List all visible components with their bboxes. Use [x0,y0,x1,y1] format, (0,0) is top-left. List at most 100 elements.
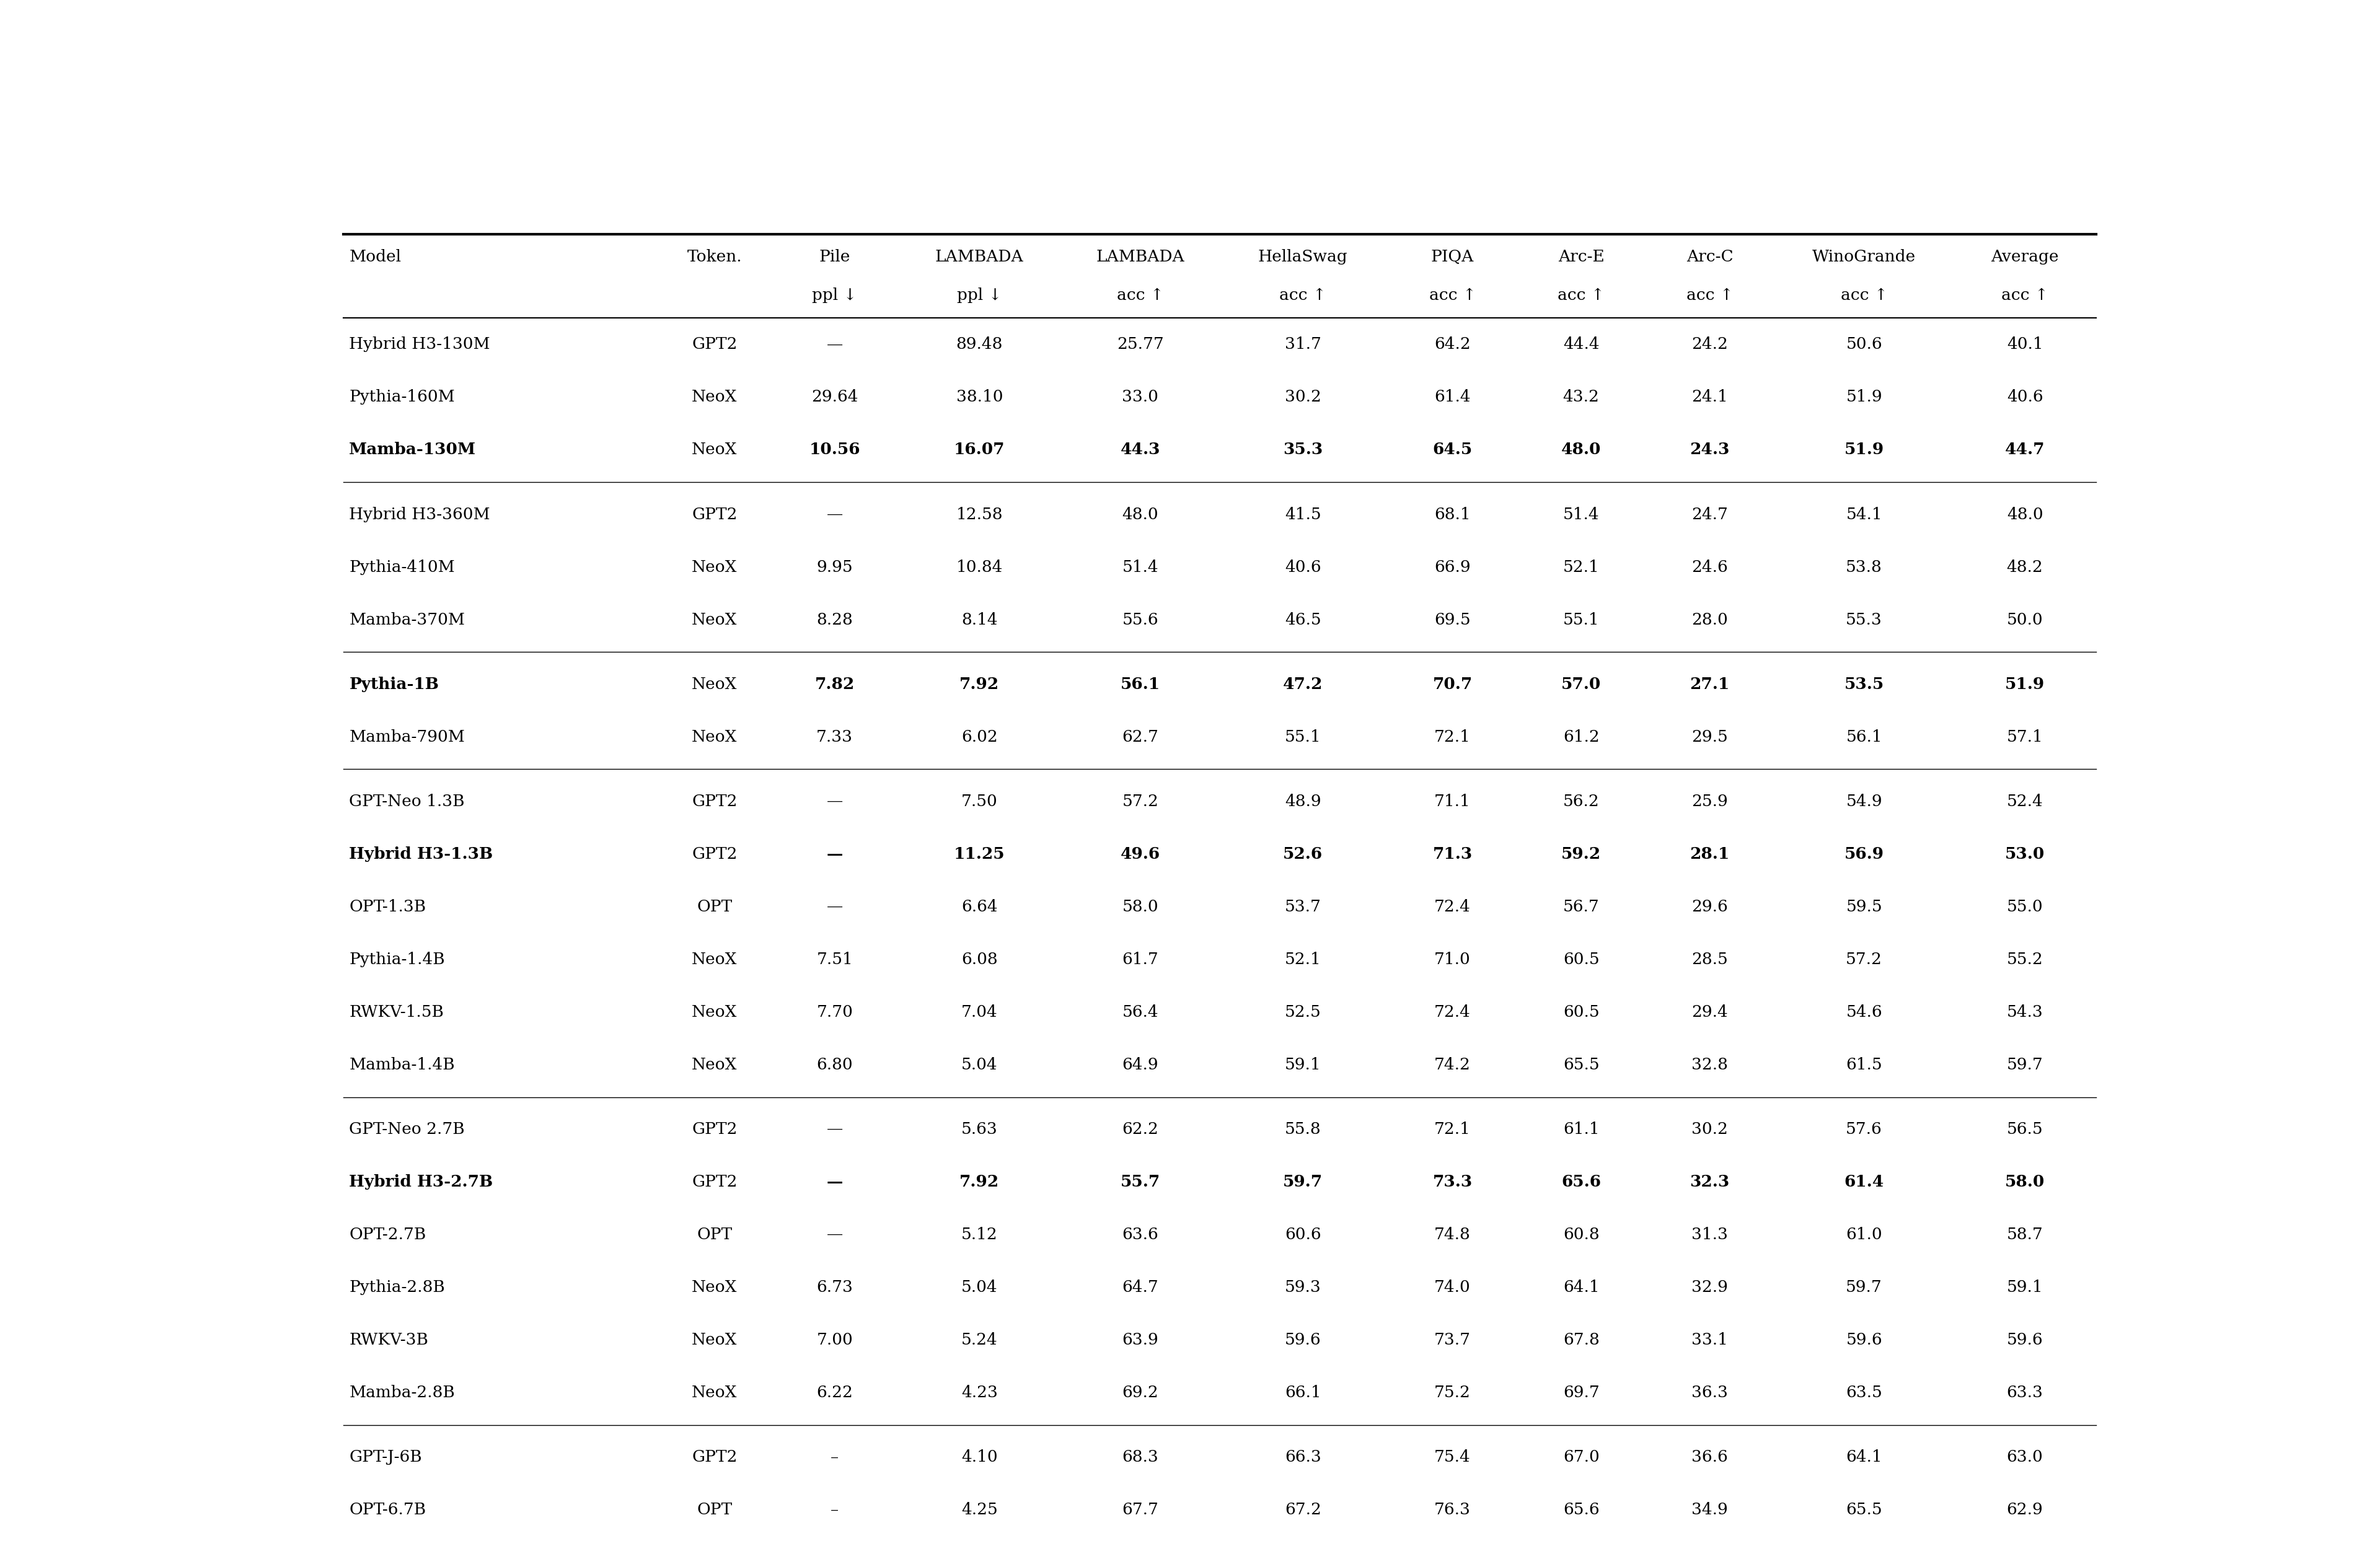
Text: acc ↑: acc ↑ [1280,287,1326,303]
Text: 54.6: 54.6 [1847,1004,1883,1019]
Text: Pythia-410M: Pythia-410M [350,559,455,575]
Text: 6.02: 6.02 [962,729,997,744]
Text: 6.22: 6.22 [816,1385,852,1400]
Text: 76.3: 76.3 [1435,1503,1471,1518]
Text: 40.1: 40.1 [2006,337,2042,353]
Text: GPT2: GPT2 [693,337,738,353]
Text: —: — [826,900,843,915]
Text: 27.1: 27.1 [1690,676,1730,692]
Text: 52.5: 52.5 [1285,1004,1321,1019]
Text: 53.0: 53.0 [2004,847,2044,862]
Text: 28.0: 28.0 [1692,612,1728,628]
Text: 5.24: 5.24 [962,1332,997,1347]
Text: acc ↑: acc ↑ [2002,287,2049,303]
Text: 30.2: 30.2 [1692,1122,1728,1138]
Text: 51.9: 51.9 [1847,390,1883,406]
Text: 68.3: 68.3 [1121,1450,1159,1465]
Text: 10.84: 10.84 [957,559,1002,575]
Text: acc ↑: acc ↑ [1687,287,1733,303]
Text: 32.9: 32.9 [1692,1279,1728,1294]
Text: —: — [826,1122,843,1138]
Text: 30.2: 30.2 [1285,390,1321,406]
Text: 60.5: 60.5 [1564,1004,1599,1019]
Text: 89.48: 89.48 [957,337,1002,353]
Text: Pythia-1.4B: Pythia-1.4B [350,951,445,967]
Text: 74.2: 74.2 [1435,1057,1471,1072]
Text: 72.1: 72.1 [1435,729,1471,744]
Text: 32.8: 32.8 [1692,1057,1728,1072]
Text: NeoX: NeoX [693,1332,738,1347]
Text: 69.7: 69.7 [1564,1385,1599,1400]
Text: 25.77: 25.77 [1116,337,1164,353]
Text: 63.6: 63.6 [1121,1228,1159,1243]
Text: 48.0: 48.0 [1121,507,1159,522]
Text: 62.9: 62.9 [2006,1503,2042,1518]
Text: 64.1: 64.1 [1847,1450,1883,1465]
Text: 48.9: 48.9 [1285,794,1321,810]
Text: NeoX: NeoX [693,676,738,692]
Text: 59.1: 59.1 [1285,1057,1321,1072]
Text: 69.2: 69.2 [1121,1385,1159,1400]
Text: OPT: OPT [697,1503,733,1518]
Text: 25.9: 25.9 [1692,794,1728,810]
Text: 7.33: 7.33 [816,729,852,744]
Text: 34.9: 34.9 [1692,1503,1728,1518]
Text: 32.3: 32.3 [1690,1175,1730,1190]
Text: NeoX: NeoX [693,1279,738,1294]
Text: Mamba-370M: Mamba-370M [350,612,464,628]
Text: 51.4: 51.4 [1564,507,1599,522]
Text: Model: Model [350,249,402,264]
Text: 66.9: 66.9 [1435,559,1471,575]
Text: 7.50: 7.50 [962,794,997,810]
Text: 59.2: 59.2 [1561,847,1602,862]
Text: 6.80: 6.80 [816,1057,852,1072]
Text: —: — [826,847,843,862]
Text: 71.1: 71.1 [1435,794,1471,810]
Text: NeoX: NeoX [693,1385,738,1400]
Text: WinoGrande: WinoGrande [1811,249,1916,264]
Text: —: — [826,337,843,353]
Text: 60.5: 60.5 [1564,951,1599,967]
Text: 61.4: 61.4 [1844,1175,1885,1190]
Text: 4.10: 4.10 [962,1450,997,1465]
Text: LAMBADA: LAMBADA [935,249,1023,264]
Text: 61.4: 61.4 [1435,390,1471,406]
Text: 57.6: 57.6 [1847,1122,1883,1138]
Text: 68.1: 68.1 [1435,507,1471,522]
Text: —: — [826,1228,843,1243]
Text: 33.1: 33.1 [1692,1332,1728,1347]
Text: 7.04: 7.04 [962,1004,997,1019]
Text: 16.07: 16.07 [954,441,1004,457]
Text: 56.1: 56.1 [1121,676,1159,692]
Text: 73.7: 73.7 [1435,1332,1471,1347]
Text: 65.5: 65.5 [1847,1503,1883,1518]
Text: 59.6: 59.6 [1285,1332,1321,1347]
Text: 59.1: 59.1 [2006,1279,2042,1294]
Text: 53.5: 53.5 [1844,676,1885,692]
Text: 6.73: 6.73 [816,1279,852,1294]
Text: 65.6: 65.6 [1561,1175,1602,1190]
Text: 56.1: 56.1 [1847,729,1883,744]
Text: NeoX: NeoX [693,390,738,406]
Text: ppl ↓: ppl ↓ [812,287,857,303]
Text: NeoX: NeoX [693,1004,738,1019]
Text: 50.0: 50.0 [2006,612,2042,628]
Text: 44.7: 44.7 [2004,441,2044,457]
Text: 55.1: 55.1 [1285,729,1321,744]
Text: 63.9: 63.9 [1121,1332,1159,1347]
Text: RWKV-3B: RWKV-3B [350,1332,428,1347]
Text: 59.7: 59.7 [2006,1057,2042,1072]
Text: 57.1: 57.1 [2006,729,2042,744]
Text: Hybrid H3-2.7B: Hybrid H3-2.7B [350,1175,493,1190]
Text: LAMBADA: LAMBADA [1097,249,1185,264]
Text: 59.6: 59.6 [2006,1332,2042,1347]
Text: 44.4: 44.4 [1564,337,1599,353]
Text: Hybrid H3-1.3B: Hybrid H3-1.3B [350,847,493,862]
Text: 11.25: 11.25 [954,847,1004,862]
Text: 51.9: 51.9 [2004,676,2044,692]
Text: 64.7: 64.7 [1121,1279,1159,1294]
Text: 71.0: 71.0 [1435,951,1471,967]
Text: 62.7: 62.7 [1121,729,1159,744]
Text: Arc-C: Arc-C [1687,249,1733,264]
Text: Pythia-1B: Pythia-1B [350,676,438,692]
